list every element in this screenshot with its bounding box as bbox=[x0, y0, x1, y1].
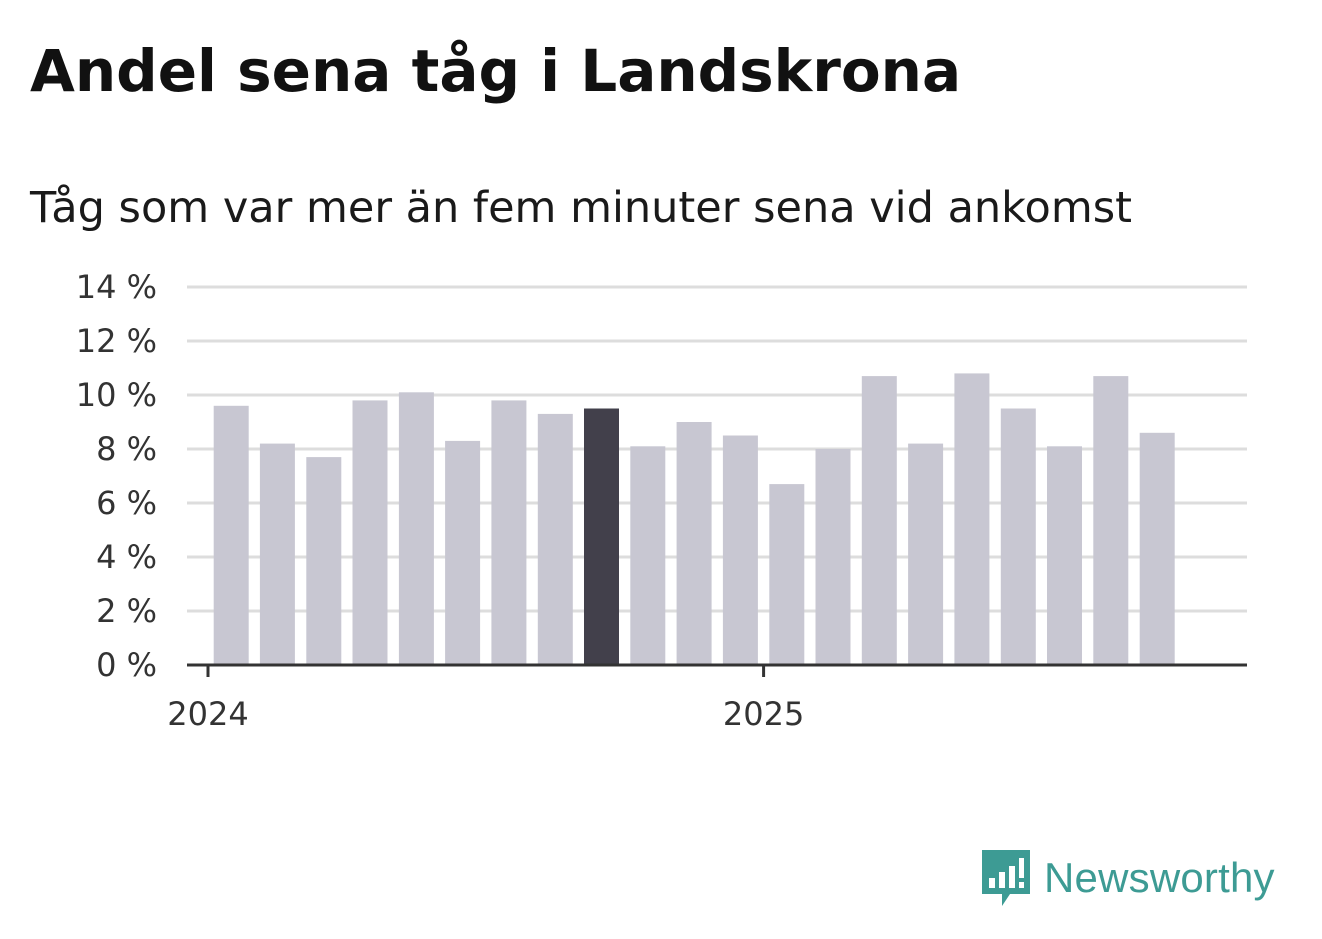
y-tick-label: 8 % bbox=[96, 430, 157, 468]
bar-2025-05 bbox=[954, 373, 990, 665]
bar-2025-02 bbox=[815, 449, 851, 665]
bar-2024-11 bbox=[676, 422, 712, 665]
bar-2024-05 bbox=[398, 392, 434, 665]
y-tick-label: 2 % bbox=[96, 592, 157, 630]
bar-2024-08 bbox=[537, 413, 573, 665]
bar-chart-speech-bubble-icon bbox=[982, 850, 1030, 906]
bar-2024-02 bbox=[259, 443, 295, 665]
y-tick-label: 14 % bbox=[76, 268, 157, 306]
y-tick-label: 4 % bbox=[96, 538, 157, 576]
bar-2024-03 bbox=[306, 457, 342, 665]
chart-title: Andel sena tåg i Landskrona bbox=[30, 37, 962, 105]
newsworthy-logo: Newsworthy bbox=[980, 848, 1275, 908]
bar-2024-06 bbox=[445, 440, 481, 665]
bar-2025-03 bbox=[861, 376, 897, 665]
y-tick-label: 0 % bbox=[96, 646, 157, 684]
logo-text: Newsworthy bbox=[1044, 854, 1275, 901]
y-tick-label: 6 % bbox=[96, 484, 157, 522]
x-tick-label: 2025 bbox=[723, 695, 804, 733]
y-tick-label: 12 % bbox=[76, 322, 157, 360]
bar-2025-09 bbox=[1139, 432, 1175, 665]
grid-lines bbox=[187, 285, 1247, 613]
bar-2025-07 bbox=[1047, 446, 1082, 665]
x-tick-label: 2024 bbox=[167, 695, 248, 733]
bar-2024-07 bbox=[491, 400, 527, 665]
bars bbox=[213, 373, 1175, 665]
bar-2025-08 bbox=[1093, 376, 1129, 665]
y-axis-labels: 0 % 2 % 4 % 6 % 8 % 10 % 12 % 14 % bbox=[76, 268, 157, 684]
bar-2024-01 bbox=[213, 405, 249, 665]
bar-2025-06 bbox=[1000, 408, 1036, 665]
bar-2025-04 bbox=[908, 443, 944, 665]
bar-2024-09 bbox=[584, 408, 619, 665]
bar-2024-12 bbox=[722, 435, 758, 665]
x-axis: 2024 2025 bbox=[167, 663, 1247, 733]
bar-2024-10 bbox=[630, 446, 666, 665]
y-tick-label: 10 % bbox=[76, 376, 157, 414]
bar-2024-04 bbox=[352, 400, 388, 665]
chart-subtitle: Tåg som var mer än fem minuter sena vid … bbox=[30, 183, 1133, 233]
bar-2025-01 bbox=[769, 484, 805, 665]
